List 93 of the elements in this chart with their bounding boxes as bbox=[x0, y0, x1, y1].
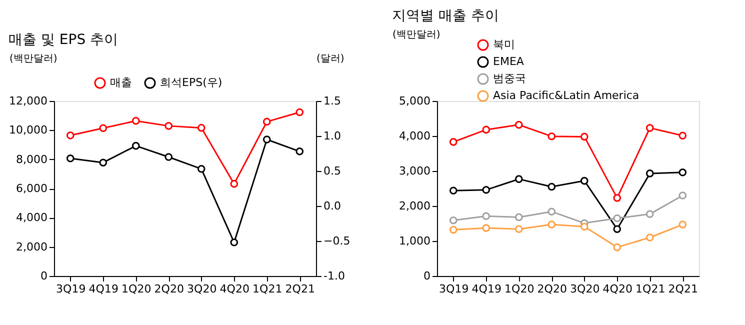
point bbox=[197, 124, 206, 132]
point bbox=[613, 194, 622, 202]
point bbox=[613, 243, 622, 252]
x-tick-label: 4Q20 bbox=[602, 282, 632, 296]
point bbox=[678, 220, 687, 228]
point bbox=[514, 120, 523, 129]
legend-label: EMEA bbox=[493, 55, 524, 68]
y-axis-title: (백만달러) bbox=[392, 30, 440, 40]
y2-tick-label: −0.5 bbox=[324, 234, 350, 248]
x-tick-label: 4Q20 bbox=[220, 282, 250, 296]
legend-label: 희석EPS(우) bbox=[160, 76, 222, 89]
point bbox=[646, 210, 654, 218]
point bbox=[514, 225, 523, 234]
y-tick-label: 4,000 bbox=[16, 211, 48, 224]
point bbox=[449, 216, 458, 224]
point bbox=[197, 164, 206, 173]
legend-label: 범중국 bbox=[493, 72, 526, 85]
y2-axis-title: (달러) bbox=[316, 54, 344, 64]
point bbox=[678, 168, 687, 176]
point bbox=[262, 118, 271, 126]
legend-label: 매출 bbox=[110, 76, 132, 89]
point bbox=[482, 126, 490, 134]
point bbox=[164, 122, 173, 130]
point bbox=[66, 132, 74, 140]
x-tick-label: 2Q20 bbox=[537, 282, 567, 296]
x-tick-label: 1Q20 bbox=[504, 282, 534, 296]
point bbox=[482, 224, 490, 232]
y-tick-label: 6,000 bbox=[16, 182, 48, 195]
x-tick-label: 2Q20 bbox=[154, 282, 184, 296]
x-tick-label: 3Q20 bbox=[570, 282, 600, 296]
x-tick-label: 3Q19 bbox=[439, 282, 469, 296]
point bbox=[66, 154, 74, 162]
point bbox=[449, 186, 458, 195]
chart-title: 매출 및 EPS 추이 bbox=[8, 32, 118, 48]
point bbox=[482, 212, 490, 220]
x-tick-label: 1Q20 bbox=[122, 282, 152, 296]
point bbox=[548, 182, 556, 191]
x-tick-label: 2Q21 bbox=[668, 282, 698, 296]
y2-tick-label: 0.5 bbox=[324, 164, 341, 178]
x-tick-label: 1Q21 bbox=[252, 282, 282, 296]
point bbox=[132, 142, 140, 150]
point bbox=[99, 124, 108, 132]
point bbox=[613, 225, 622, 234]
legend-label: 북미 bbox=[493, 38, 515, 51]
point bbox=[164, 153, 173, 161]
point bbox=[132, 116, 140, 125]
x-tick-label: 3Q19 bbox=[56, 282, 86, 296]
x-tick-label: 3Q20 bbox=[187, 282, 217, 296]
point bbox=[580, 132, 588, 141]
x-tick-label: 2Q21 bbox=[285, 282, 315, 296]
point bbox=[678, 192, 687, 200]
y-tick-label: 5,000 bbox=[399, 94, 430, 108]
legend-label: Asia Pacific&Latin America bbox=[493, 89, 640, 102]
point bbox=[514, 175, 523, 183]
x-tick-label: 1Q21 bbox=[636, 282, 666, 296]
y-tick-label: 10,000 bbox=[9, 124, 48, 137]
point bbox=[482, 186, 490, 194]
y-tick-label: 4,000 bbox=[399, 130, 430, 142]
point bbox=[514, 213, 523, 222]
point bbox=[230, 180, 238, 188]
point bbox=[646, 124, 654, 132]
point bbox=[646, 170, 654, 178]
point bbox=[548, 132, 556, 140]
point bbox=[230, 238, 238, 246]
point bbox=[262, 136, 271, 144]
point bbox=[449, 226, 458, 234]
y-tick-label: 12,000 bbox=[9, 94, 48, 108]
point bbox=[99, 158, 108, 167]
point bbox=[580, 176, 588, 185]
y-tick-label: 2,000 bbox=[16, 240, 48, 254]
point bbox=[296, 147, 304, 156]
point bbox=[548, 208, 556, 216]
x-tick-label: 4Q19 bbox=[472, 282, 502, 296]
point bbox=[678, 132, 687, 140]
y2-tick-label: -1.0 bbox=[324, 270, 345, 282]
point bbox=[548, 220, 556, 228]
y2-tick-label: 0.0 bbox=[324, 200, 341, 212]
point bbox=[646, 234, 654, 242]
point bbox=[613, 214, 622, 222]
y-tick-label: 2,000 bbox=[399, 200, 430, 212]
point bbox=[580, 222, 588, 231]
y2-tick-label: 1.5 bbox=[324, 94, 341, 108]
chart-title: 지역별 매출 추이 bbox=[392, 8, 499, 24]
y-tick-label: 8,000 bbox=[16, 152, 48, 166]
point bbox=[296, 108, 304, 116]
point bbox=[449, 138, 458, 146]
y-tick-label: 3,000 bbox=[399, 164, 430, 178]
y-tick-label: 1,000 bbox=[399, 234, 430, 248]
y-axis-title: (백만달러) bbox=[10, 54, 58, 64]
x-tick-label: 4Q19 bbox=[88, 282, 118, 296]
y-tick-label: 0 bbox=[424, 270, 430, 282]
y2-tick-label: 1.0 bbox=[324, 130, 341, 142]
y-tick-label: 0 bbox=[40, 270, 48, 282]
